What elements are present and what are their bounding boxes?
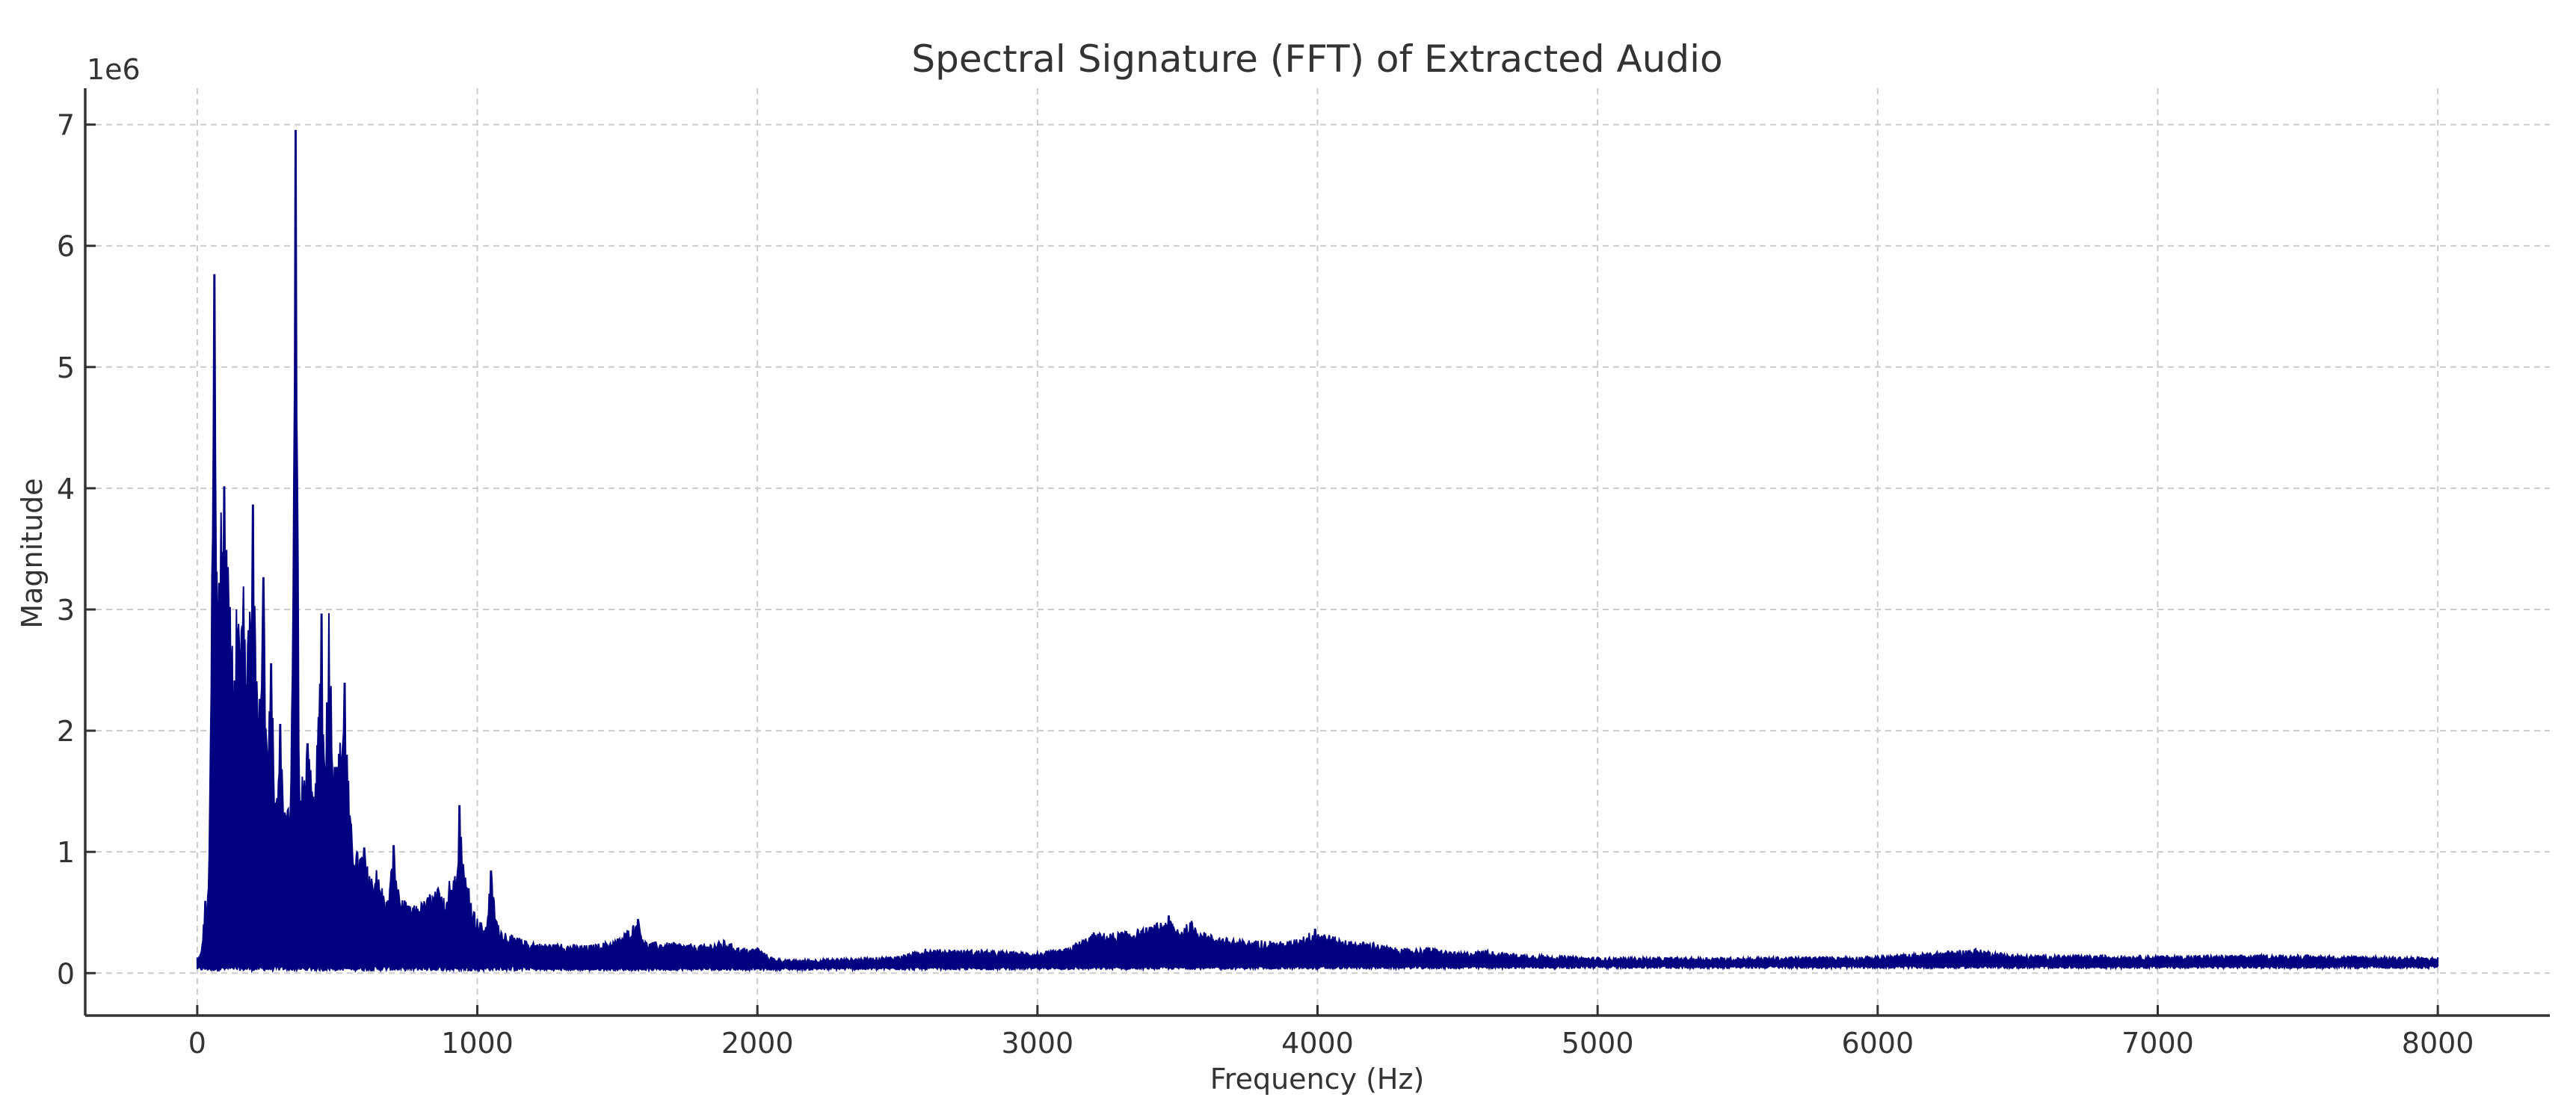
x-axis-label: Frequency (Hz) — [1210, 1063, 1425, 1096]
y-tick-label: 7 — [57, 109, 75, 142]
x-tick-label: 3000 — [1001, 1027, 1073, 1060]
x-tick-label: 7000 — [2121, 1027, 2194, 1060]
y-tick-label: 6 — [57, 230, 75, 263]
x-tick-label: 0 — [188, 1027, 206, 1060]
x-tick-label: 4000 — [1281, 1027, 1354, 1060]
y-tick-label: 3 — [57, 594, 75, 627]
y-tick-label: 4 — [57, 473, 75, 506]
spectrum-trace — [196, 129, 2439, 974]
y-tick-label: 1 — [57, 836, 75, 869]
x-axis-ticks: 0 1000 2000 3000 4000 5000 6000 7000 8000 — [188, 1005, 2474, 1060]
y-tick-label: 5 — [57, 351, 75, 384]
y-offset-label: 1e6 — [87, 53, 141, 86]
x-tick-label: 1000 — [441, 1027, 514, 1060]
y-tick-label: 0 — [57, 957, 75, 990]
x-tick-label: 6000 — [1841, 1027, 1914, 1060]
y-tick-label: 2 — [57, 715, 75, 748]
y-axis-ticks: 0 1 2 3 4 5 6 7 — [57, 109, 96, 990]
grid-lines — [85, 88, 2550, 1016]
y-axis-label: Magnitude — [16, 478, 49, 628]
x-tick-label: 8000 — [2402, 1027, 2474, 1060]
x-tick-label: 5000 — [1562, 1027, 1634, 1060]
x-tick-label: 2000 — [721, 1027, 794, 1060]
chart-title: Spectral Signature (FFT) of Extracted Au… — [911, 37, 1722, 81]
